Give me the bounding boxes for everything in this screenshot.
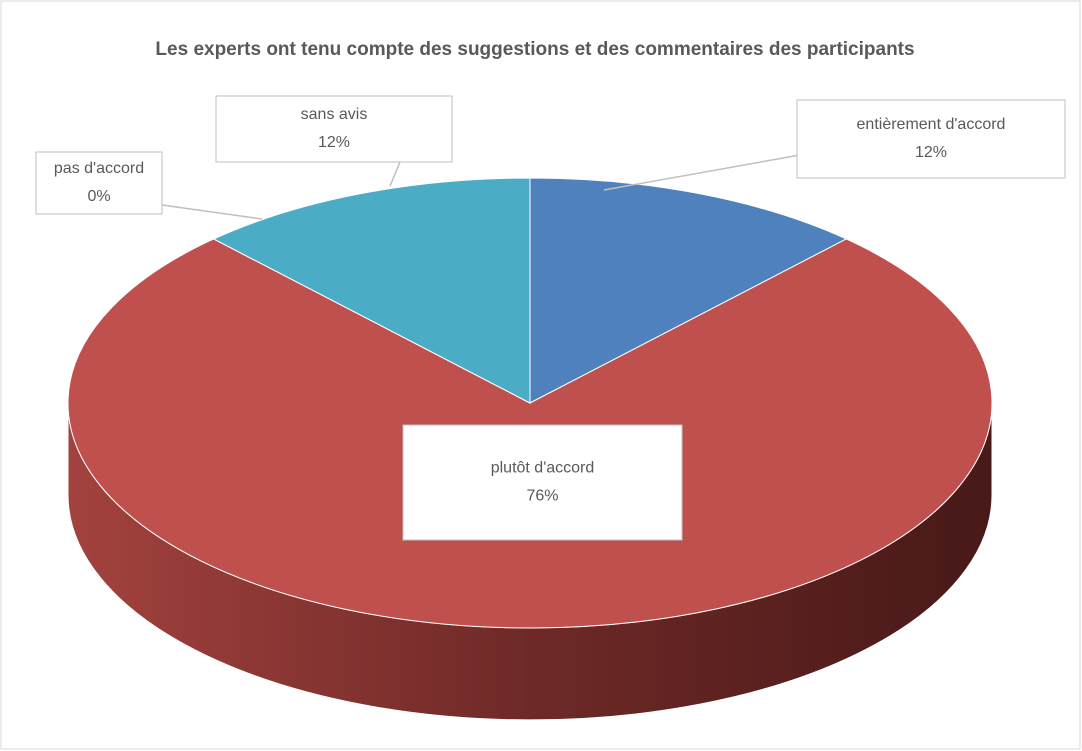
data-label-category: entièrement d'accord: [857, 116, 1006, 133]
data-label-box: [215, 95, 453, 163]
data-label-category: sans avis: [301, 106, 368, 123]
data-label-value: 0%: [87, 188, 110, 205]
slice: [212, 177, 531, 404]
data-label-value: 12%: [318, 134, 350, 151]
chart-title: Les experts ont tenu compte des suggesti…: [155, 39, 914, 60]
leader-line: [389, 161, 401, 187]
data-label-category: plutôt d'accord: [491, 460, 595, 477]
data-label-category: pas d'accord: [54, 160, 144, 177]
data-label-value: 76%: [526, 488, 558, 505]
leader-line: [603, 154, 801, 191]
data-label-box: [35, 151, 163, 215]
leader-line: [161, 204, 263, 220]
slice: [529, 177, 848, 404]
data-label-box: [402, 424, 683, 541]
data-label-value: 12%: [915, 144, 947, 161]
data-label-box: [796, 99, 1066, 179]
